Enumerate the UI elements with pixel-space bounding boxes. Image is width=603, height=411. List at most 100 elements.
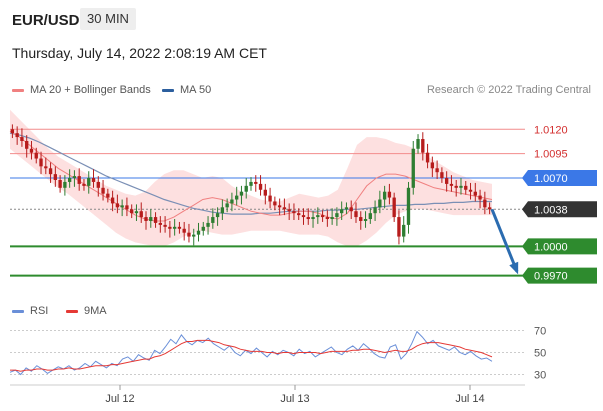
- legend-label-ma50: MA 50: [180, 84, 212, 96]
- candle-body: [172, 226, 177, 229]
- price-level-tag-2: [522, 170, 597, 187]
- candle-body: [263, 189, 267, 196]
- candle-body: [411, 148, 415, 188]
- candle-body: [387, 191, 392, 198]
- candle-body: [120, 205, 124, 208]
- legend-item-rsi: RSI: [12, 305, 48, 317]
- candle-body: [20, 137, 24, 141]
- candle-body: [206, 222, 210, 227]
- candle-body: [215, 213, 220, 218]
- timeframe-badge[interactable]: 30 MIN: [80, 8, 136, 30]
- legend-swatch-9ma: [66, 309, 78, 313]
- candle-body: [258, 183, 263, 190]
- candle-body: [363, 219, 368, 221]
- legend-label-ma20: MA 20 + Bollinger Bands: [30, 84, 151, 96]
- candle-body: [478, 195, 482, 200]
- x-tick-label-2: Jul 14: [455, 393, 484, 405]
- candle-body: [311, 217, 315, 220]
- candle-body: [134, 211, 139, 214]
- candle-body: [130, 209, 134, 214]
- candle-body: [96, 181, 100, 188]
- research-credit: Research © 2022 Trading Central: [426, 84, 591, 96]
- legend-item-ma50: MA 50: [162, 84, 211, 96]
- candle-body: [39, 158, 43, 167]
- candle-body: [125, 205, 129, 210]
- candle-body: [182, 228, 186, 233]
- candle-body: [430, 162, 435, 169]
- rsi-tick-label-0: 70: [534, 326, 546, 338]
- candle-body: [244, 185, 248, 192]
- candle-body: [325, 217, 330, 220]
- candle-body: [287, 209, 291, 212]
- legend-item-9ma: 9MA: [66, 305, 107, 317]
- candle-body: [10, 129, 15, 134]
- candle-body: [335, 213, 339, 218]
- candle-body: [440, 172, 444, 179]
- price-level-label-0: 1.0120: [534, 124, 568, 136]
- candle-body: [254, 181, 258, 184]
- candle-body: [91, 178, 96, 182]
- candle-body: [349, 207, 353, 212]
- chart-header: EUR/USD 30 MIN: [0, 0, 603, 38]
- candle-body: [15, 133, 19, 138]
- legend-swatch-ma20: [12, 88, 24, 92]
- projection-arrow: [490, 208, 519, 273]
- candle-body: [249, 181, 253, 186]
- legend-label-9ma: 9MA: [84, 305, 107, 317]
- candle-body: [316, 215, 320, 218]
- price-level-tag-4: [522, 238, 597, 255]
- candle-body: [187, 232, 191, 237]
- price-level-label-5: 0.9970: [534, 271, 568, 283]
- rsi-tick-label-1: 50: [534, 348, 546, 360]
- candle-body: [373, 207, 377, 214]
- candle-body: [163, 224, 167, 227]
- candle-body: [425, 152, 430, 163]
- legend-label-rsi: RSI: [30, 305, 49, 317]
- price-level-label-1: 1.0095: [534, 149, 568, 161]
- candle-body: [435, 168, 439, 173]
- candle-body: [421, 139, 425, 153]
- candle-body: [330, 217, 334, 220]
- candle-body: [235, 195, 239, 200]
- candle-body: [449, 183, 454, 186]
- projection-arrowhead: [509, 261, 519, 275]
- candle-body: [464, 185, 468, 190]
- timestamp: Thursday, July 14, 2022 2:08:19 AM CET: [12, 45, 267, 61]
- candle-body: [168, 226, 172, 229]
- candle-body: [306, 217, 310, 220]
- candle-body: [301, 215, 306, 218]
- legend-swatch-rsi: [12, 309, 24, 313]
- legend-item-ma20: MA 20 + Bollinger Bands: [12, 84, 151, 96]
- candle-body: [196, 230, 201, 235]
- candle-body: [320, 215, 325, 218]
- candle-body: [468, 189, 473, 192]
- candle-body: [368, 213, 372, 220]
- candle-body: [67, 178, 72, 182]
- candle-body: [101, 187, 105, 194]
- candle-body: [277, 205, 282, 208]
- symbol-title: EUR/USD: [12, 12, 80, 29]
- price-level-label-4: 1.0000: [534, 241, 568, 253]
- price-level-label-3: 1.0038: [534, 204, 568, 216]
- candle-body: [106, 193, 110, 198]
- candle-body: [416, 139, 420, 149]
- x-tick-label-0: Jul 12: [105, 393, 134, 405]
- candle-body: [344, 207, 349, 210]
- candle-body: [87, 178, 91, 186]
- candle-body: [192, 234, 196, 237]
- price-level-tag-5: [522, 267, 597, 284]
- candle-body: [110, 197, 115, 204]
- candle-body: [48, 168, 53, 175]
- rsi-tick-label-2: 30: [534, 370, 546, 382]
- candle-body: [397, 217, 401, 237]
- candle-body: [292, 211, 296, 214]
- candle-body: [378, 199, 382, 208]
- candle-body: [139, 211, 143, 218]
- candle-body: [153, 217, 158, 223]
- candle-body: [158, 222, 162, 225]
- candle-body: [459, 185, 463, 188]
- candle-body: [297, 213, 301, 216]
- candle-body: [53, 174, 58, 180]
- candle-body: [454, 185, 458, 188]
